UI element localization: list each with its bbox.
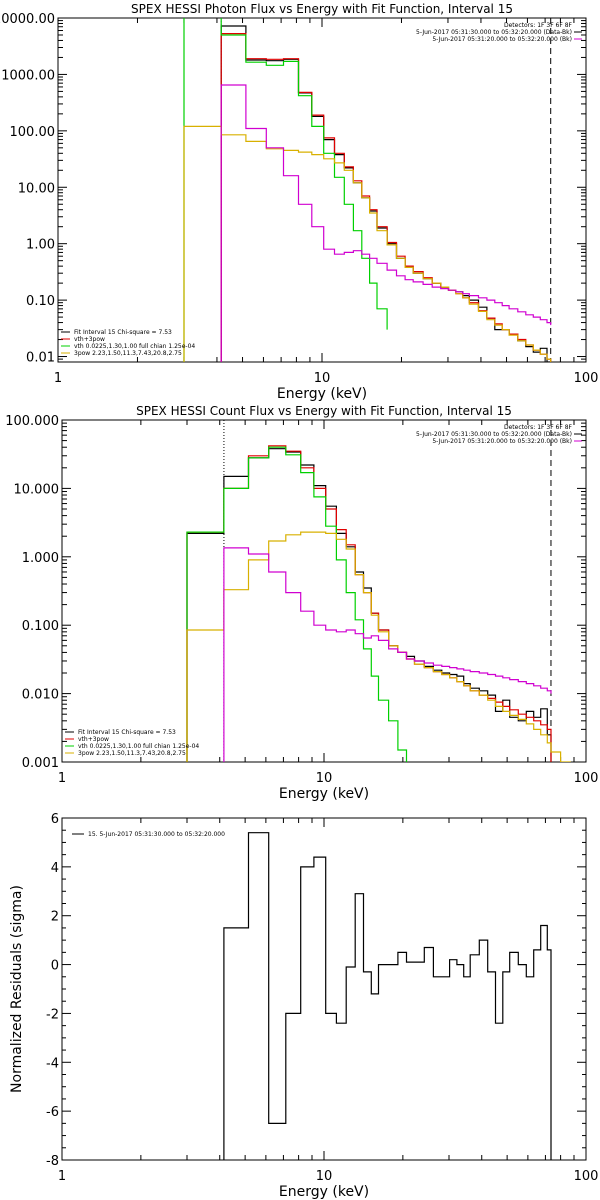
x-axis-label: Energy (keV) — [279, 786, 369, 802]
y-tick-label: 0 — [51, 959, 59, 974]
plot-frame — [61, 817, 587, 1161]
y-tick-label: 1.00 — [26, 238, 55, 253]
legend-fit-text: vth 0.0225,1.30,1.00 full chian 1.25e-04 — [74, 343, 195, 350]
plot-frame — [57, 17, 587, 363]
chart-title: SPEX HESSI Count Flux vs Energy with Fit… — [136, 404, 512, 418]
y-axis-ticks — [62, 817, 586, 1161]
series-layer — [183, 18, 552, 362]
x-axis-ticks — [61, 420, 575, 762]
y-axis-ticks — [62, 422, 586, 763]
y-tick-label: -2 — [46, 1007, 59, 1022]
y-tick-label: 1.000 — [22, 551, 59, 566]
x-tick-label: 100 — [574, 371, 599, 386]
x-tick-label: 1 — [54, 371, 62, 386]
y-tick-label: 6 — [51, 812, 59, 827]
y-tick-label: 10.000 — [14, 482, 60, 497]
legend-top-text: 5-Jun-2017 05:31:20.000 to 05:32:20.000 … — [432, 438, 572, 445]
x-axis-label: Energy (keV) — [279, 1184, 369, 1200]
series-line-data-bk — [220, 25, 552, 362]
legend-top-text: Detectors: 1F 3F 6F 8F — [504, 22, 573, 29]
y-tick-label: 1000.00 — [1, 68, 55, 83]
y-axis-label: Normalized Residuals (sigma) — [9, 885, 25, 1093]
x-axis-label: Energy (keV) — [277, 386, 367, 402]
series-line-vth-3pow — [186, 445, 552, 762]
legend-fit-text: Fit Interval 15 Chi-square = 7.53 — [74, 329, 172, 336]
series-layer — [186, 445, 571, 762]
y-tick-label: 0.001 — [22, 756, 59, 771]
x-tick-label: 10 — [314, 371, 331, 386]
x-tick-label: 1 — [58, 771, 66, 786]
x-tick-label: 100 — [574, 771, 599, 786]
y-axis-ticks — [58, 20, 586, 363]
x-tick-label: 10 — [316, 1169, 333, 1184]
x-tick-label: 10 — [316, 771, 333, 786]
x-tick-label: 100 — [574, 1169, 599, 1184]
chart-title: SPEX HESSI Photon Flux vs Energy with Fi… — [131, 2, 513, 16]
y-tick-label: 100.000 — [5, 414, 59, 429]
series-line-bk — [220, 84, 552, 362]
chart-panel-3: 1 10 100 6 4 2 0 -2 -4 -6 -8 Energy (keV) Normalized… — [9, 812, 598, 1200]
y-tick-label: 0.010 — [22, 688, 59, 703]
legend-fit-text: Fit Interval 15 Chi-square = 7.53 — [78, 729, 176, 736]
series-line-vth — [183, 18, 388, 362]
legend-top-text: 5-Jun-2017 05:31:30.000 to 05:32:20.000 … — [416, 29, 572, 36]
series-line-3pow — [186, 531, 571, 762]
y-tick-label: 2 — [51, 910, 59, 925]
legend-fit-text: vth+3pow — [74, 336, 105, 343]
x-tick-label: 1 — [58, 1169, 66, 1184]
y-tick-label: 10.00 — [18, 181, 55, 196]
legend-top-text: Detectors: 1F 3F 6F 8F — [504, 424, 573, 431]
plot-frame — [61, 419, 587, 763]
y-tick-label: -6 — [46, 1105, 59, 1120]
series-line-3pow — [183, 125, 552, 362]
legend-fit-text: vth+3pow — [78, 736, 109, 743]
chart-panel-2: 1 10 100 100.000 10.000 1.000 0.100 0.010 0.001 S… — [5, 404, 598, 802]
series-line-vth-3pow — [220, 33, 552, 362]
legend-fit-text: vth 0.0225,1.30,1.00 full chian 1.25e-04 — [78, 743, 199, 750]
x-axis-ticks — [57, 18, 575, 362]
legend-fit-text: 3pow 2.23,1.50,11.3,7.43,20.8,2.75 — [78, 750, 186, 757]
y-tick-label: 0.100 — [22, 619, 59, 634]
legend-fit-text: 3pow 2.23,1.50,11.3,7.43,20.8,2.75 — [74, 350, 182, 357]
y-tick-label: 0.01 — [26, 351, 55, 366]
legend-top-text: 5-Jun-2017 05:31:30.000 to 05:32:20.000 … — [416, 431, 572, 438]
series-line-bk — [223, 547, 552, 762]
y-tick-label: 100.00 — [10, 125, 56, 140]
y-tick-label: 4 — [51, 861, 59, 876]
series-line-vth — [186, 446, 408, 762]
legend-text: 15. 5-Jun-2017 05:31:30.000 to 05:32:20.… — [88, 831, 225, 838]
y-tick-label: -8 — [46, 1154, 59, 1169]
x-axis-ticks — [61, 818, 575, 1160]
series-layer — [223, 832, 552, 1160]
series-line-15-5-jun-2017-05-31-30-000-to-05-32-20-000 — [223, 832, 552, 1160]
series-line-data-bk — [186, 448, 552, 762]
y-tick-label: 0.10 — [26, 294, 55, 309]
y-tick-label: -4 — [46, 1056, 59, 1071]
legend-top-text: 5-Jun-2017 05:31:20.000 to 05:32:20.000 … — [432, 36, 572, 43]
